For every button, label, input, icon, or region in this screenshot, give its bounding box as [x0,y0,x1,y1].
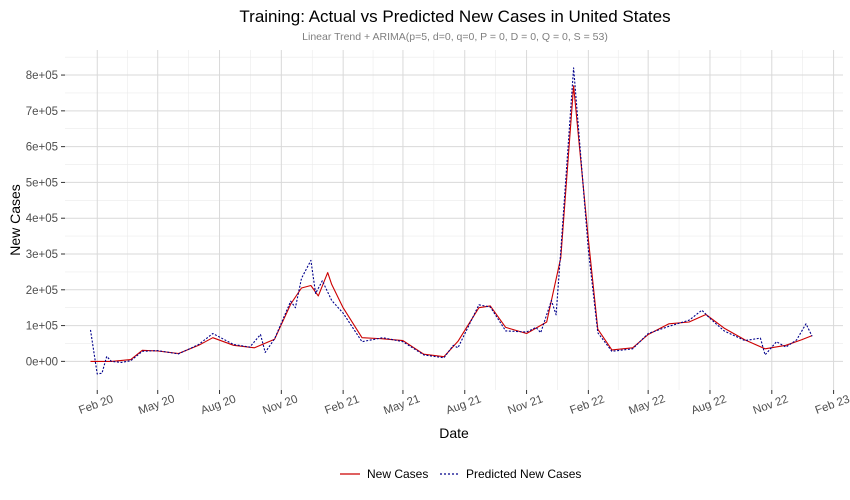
x-axis-title: Date [439,425,469,441]
x-tick-label: Feb 23 [814,393,850,417]
legend: New Cases Predicted New Cases [340,467,581,481]
legend-label-predicted-new-cases: Predicted New Cases [466,467,581,481]
x-tick-label: Aug 20 [199,393,237,417]
y-tick-label: 5e+05 [26,177,58,189]
y-tick-label: 1e+05 [26,321,58,333]
x-tick-label: May 20 [137,393,177,417]
chart-subtitle: Linear Trend + ARIMA(p=5, d=0, q=0, P = … [302,31,608,43]
x-tick-label: May 21 [382,393,422,417]
x-tick-label: May 22 [627,393,667,417]
y-tick-label: 0e+00 [26,356,58,368]
x-tick-label: Aug 22 [690,393,728,417]
x-tick-label: Feb 21 [323,393,361,417]
y-tick-label: 3e+05 [26,249,58,261]
chart-title: Training: Actual vs Predicted New Cases … [239,7,670,26]
x-tick-label: Nov 21 [506,393,544,417]
x-tick-label: Aug 21 [445,393,483,417]
series-line-predicted-new-cases [89,67,813,375]
x-tick-label: Feb 20 [77,393,115,417]
grid-minor [65,50,843,390]
y-tick-label: 6e+05 [26,142,58,154]
y-tick-label: 8e+05 [26,70,58,82]
y-axis: 0e+00 1e+05 2e+05 3e+05 4e+05 5e+05 6e+05 7e+05… [26,70,65,368]
y-tick-label: 7e+05 [26,106,58,118]
x-tick-label: Nov 22 [752,393,790,417]
y-tick-label: 2e+05 [26,285,58,297]
x-tick-label: Nov 20 [261,393,299,417]
x-tick-label: Feb 22 [568,393,606,417]
series-layer [89,67,813,375]
y-axis-title: New Cases [7,184,23,256]
x-axis: Feb 20 May 20 Aug 20 Nov 20 Feb 21 May 21 Aug … [77,390,850,417]
legend-label-new-cases: New Cases [367,467,428,481]
plot-panel [65,50,843,390]
y-tick-label: 4e+05 [26,213,58,225]
